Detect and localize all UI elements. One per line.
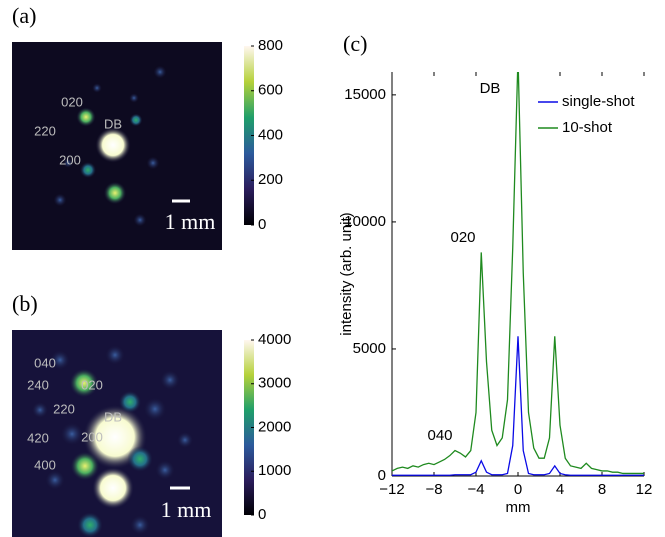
spot-label: 020 [81, 377, 103, 392]
colorbar [244, 46, 254, 225]
spot-label: 220 [53, 401, 75, 416]
diffraction-spot [32, 402, 48, 418]
legend-label: single-shot [562, 93, 635, 110]
diffraction-spot [143, 397, 167, 421]
peak-annotation: 020 [450, 229, 475, 246]
x-tick-label: 4 [556, 481, 564, 498]
diffraction-spot [146, 156, 160, 170]
diffraction-spot [103, 181, 127, 205]
diffraction-spot [129, 113, 143, 127]
colorbar-tick-label: 0 [258, 506, 266, 523]
diffraction-spot [95, 127, 131, 163]
x-axis-label: mm [506, 499, 531, 516]
x-tick-label: −8 [425, 481, 442, 498]
colorbar-tick-label: 800 [258, 37, 283, 54]
colorbar [244, 340, 254, 515]
spot-label: 020 [61, 94, 83, 109]
spot-label: 200 [81, 429, 103, 444]
diffraction-spot [45, 470, 65, 490]
diffraction-spot [127, 446, 153, 472]
diffraction-spot [80, 162, 96, 178]
colorbar-tick-label: 0 [258, 216, 266, 233]
x-tick-label: 8 [598, 481, 606, 498]
diffraction-spot [92, 467, 134, 509]
diffraction-spot [92, 83, 102, 93]
y-tick-label: 0 [378, 467, 386, 484]
spot-label: 400 [34, 457, 56, 472]
diffraction-spot [70, 451, 100, 481]
y-tick-label: 5000 [353, 340, 386, 357]
colorbar-tick-label: 400 [258, 126, 283, 143]
spot-label: 240 [27, 377, 49, 392]
diffraction-spot [63, 158, 73, 168]
legend-label: 10-shot [562, 119, 613, 136]
peak-annotation: DB [480, 80, 501, 97]
diffraction-spot [69, 368, 99, 398]
x-tick-label: −12 [379, 481, 404, 498]
series-line [392, 336, 644, 476]
scale-bar-label: 1 mm [165, 209, 216, 234]
diffraction-spot [160, 370, 180, 390]
panel-label: (c) [343, 31, 367, 56]
y-axis-label: intensity (arb. unit) [338, 212, 355, 335]
colorbar-tick-label: 4000 [258, 331, 291, 348]
plot-area [392, 72, 644, 476]
colorbar-tick-label: 600 [258, 82, 283, 99]
diffraction-spot [76, 107, 96, 127]
diffraction-spot [105, 345, 125, 365]
peak-annotation: 040 [427, 427, 452, 444]
diffraction-spot [118, 390, 142, 414]
series-line [392, 72, 644, 475]
diffraction-spot [53, 193, 67, 207]
diffraction-spot [153, 65, 167, 79]
diffraction-spot [155, 460, 175, 480]
x-tick-label: −4 [467, 481, 484, 498]
diffraction-spot [60, 422, 84, 446]
colorbar-tick-label: 3000 [258, 375, 291, 392]
scale-bar-label: 1 mm [161, 497, 212, 522]
colorbar-tick-label: 2000 [258, 418, 291, 435]
spot-label: 200 [59, 152, 81, 167]
y-tick-label: 10000 [344, 213, 386, 230]
diffraction-spot [130, 515, 150, 535]
y-tick-label: 15000 [344, 86, 386, 103]
diffraction-spot [129, 93, 139, 103]
spot-label: 220 [34, 123, 56, 138]
x-tick-label: 12 [636, 481, 653, 498]
spot-label: 420 [27, 430, 49, 445]
diffraction-spot [77, 512, 103, 537]
colorbar-tick-label: 200 [258, 171, 283, 188]
panel-label: (b) [12, 291, 38, 316]
spot-label: 040 [34, 355, 56, 370]
colorbar-tick-label: 1000 [258, 462, 291, 479]
x-tick-label: 0 [514, 481, 522, 498]
diffraction-spot [50, 350, 70, 370]
spot-label: DB [104, 116, 122, 131]
spot-label: DB [104, 409, 122, 424]
diffraction-spot [133, 213, 147, 227]
diffraction-spot [177, 432, 193, 448]
panel-label: (a) [12, 3, 36, 28]
